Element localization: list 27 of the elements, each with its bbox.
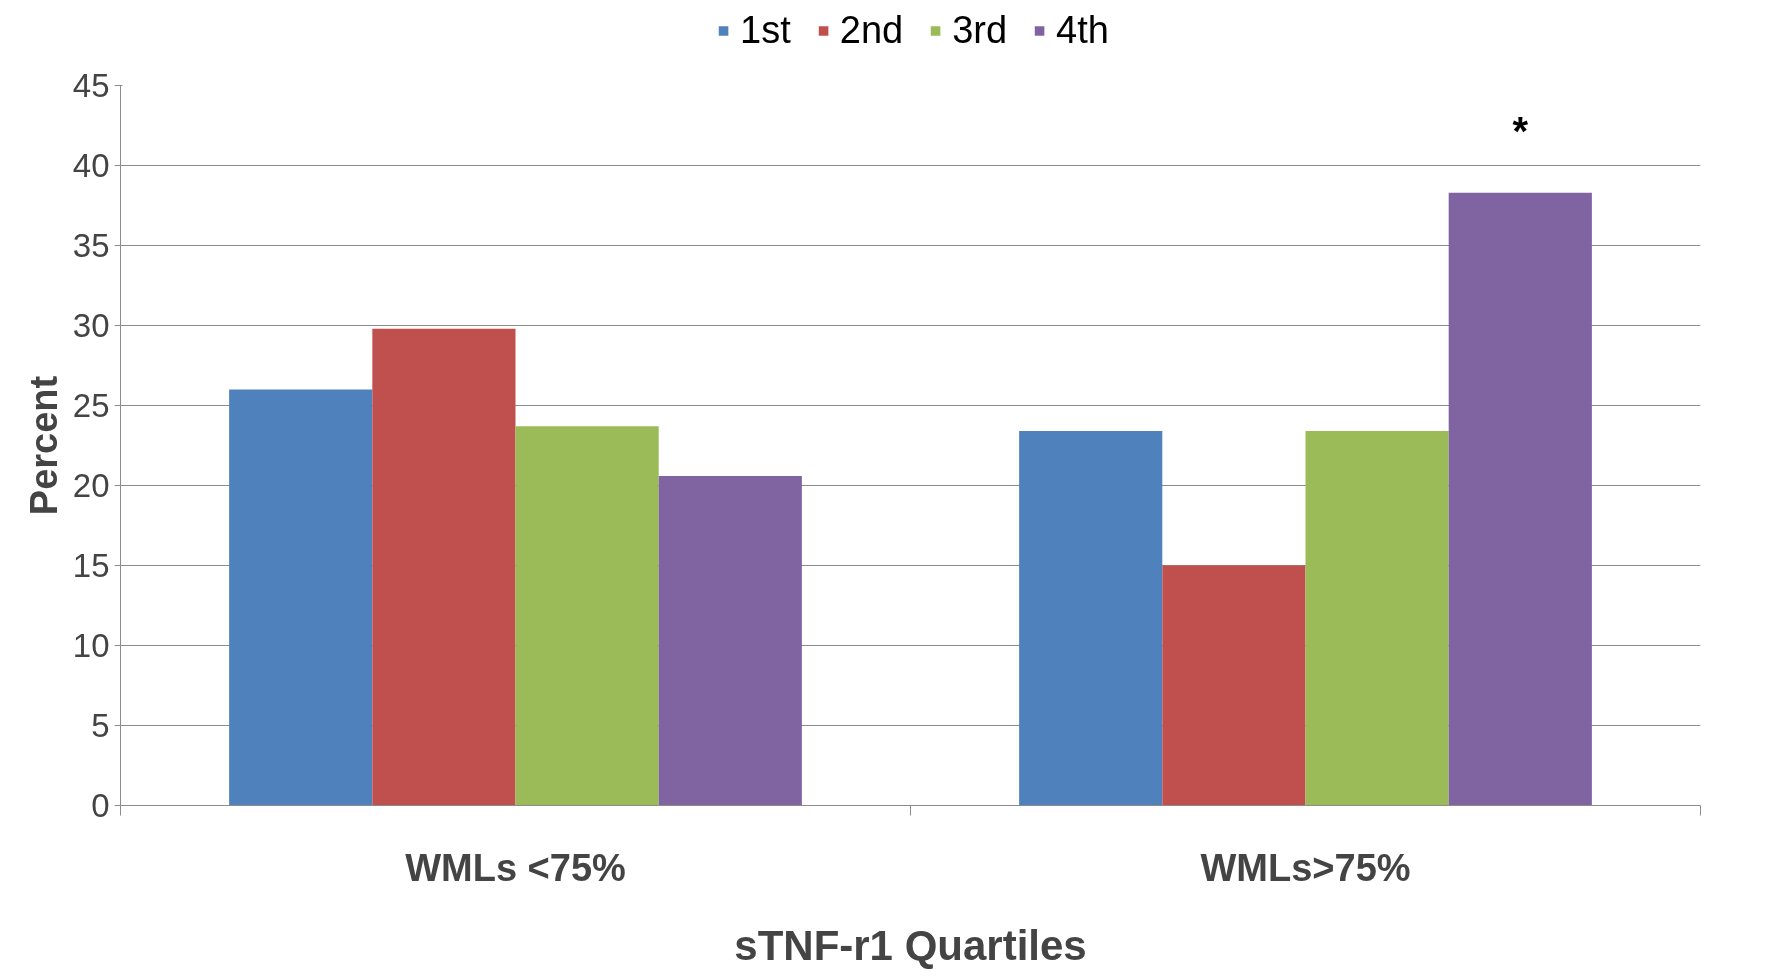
- y-tick-label: 25: [72, 387, 110, 424]
- x-tick-label: WMLs <75%: [405, 846, 626, 889]
- y-axis-title: Percent: [22, 375, 65, 516]
- bar: [372, 328, 516, 806]
- x-axis-title: sTNF-r1 Quartiles: [734, 921, 1087, 969]
- y-tick-label: 20: [72, 467, 110, 504]
- bar: [229, 389, 373, 806]
- legend-label: 4th: [1056, 8, 1109, 52]
- y-tick-label: 40: [72, 147, 110, 184]
- y-tick-label: 30: [72, 307, 110, 344]
- x-tick-label: WMLs>75%: [1200, 846, 1411, 889]
- legend-label: 1st: [740, 8, 791, 52]
- bar: [1019, 431, 1163, 806]
- y-tick-label: 0: [91, 787, 110, 824]
- bar: [515, 426, 659, 806]
- annotation: *: [1512, 108, 1529, 153]
- bar: [1448, 192, 1592, 806]
- y-tick-label: 5: [91, 707, 110, 744]
- bar: [1305, 431, 1449, 806]
- legend-label: 2nd: [839, 8, 904, 52]
- y-tick-label: 35: [72, 227, 110, 264]
- y-tick-label: 45: [72, 67, 110, 104]
- bar: [658, 475, 802, 806]
- y-tick-label: 15: [72, 547, 110, 584]
- legend-label: 3rd: [952, 8, 1008, 52]
- bar: [1162, 565, 1306, 806]
- y-tick-label: 10: [72, 627, 110, 664]
